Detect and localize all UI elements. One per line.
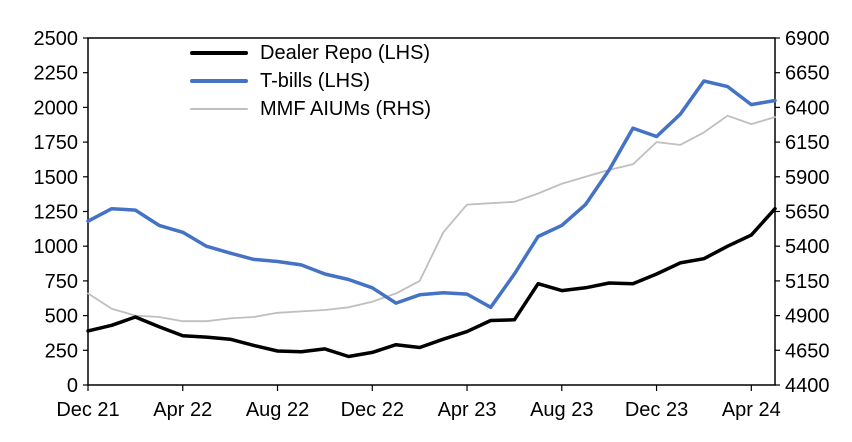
y-axis-left-tick-label: 750 [45, 271, 78, 293]
y-axis-left-tick-label: 0 [67, 375, 78, 397]
x-axis-tick-label: Apr 22 [153, 399, 212, 421]
x-axis-tick-label: Aug 23 [530, 399, 593, 421]
legend-item-t-bills: T-bills (LHS) [190, 70, 431, 92]
chart-legend: Dealer Repo (LHS) T-bills (LHS) MMF AIUM… [190, 42, 431, 120]
plot-border [87, 37, 776, 386]
y-axis-right-tick-label: 6650 [785, 63, 830, 85]
y-axis-right-tick-label: 6150 [785, 132, 830, 154]
x-axis-tick-label: Apr 24 [722, 399, 781, 421]
y-axis-left-tick-label: 500 [45, 306, 78, 328]
legend-item-mmf-aums: MMF AIUMs (RHS) [190, 98, 431, 120]
y-axis-left-tick-label: 1500 [34, 167, 79, 189]
x-axis-tick-label: Aug 22 [246, 399, 309, 421]
legend-item-dealer-repo: Dealer Repo (LHS) [190, 42, 431, 64]
y-axis-right-tick-label: 4650 [785, 340, 830, 362]
y-axis-right-tick-label: 6400 [785, 97, 830, 119]
series-line-mmf-aums [87, 114, 776, 323]
legend-swatch-dealer-repo [190, 51, 248, 55]
x-axis-tick-label: Dec 21 [56, 399, 119, 421]
y-axis-left-tick-label: 2500 [34, 28, 79, 50]
legend-label-dealer-repo: Dealer Repo (LHS) [260, 41, 431, 64]
y-axis-left-tick-label: 1250 [34, 202, 79, 224]
y-axis-right-tick-label: 4400 [785, 375, 830, 397]
y-axis-left-tick-label: 1750 [34, 132, 79, 154]
x-axis-tick-label: Dec 22 [341, 399, 404, 421]
x-axis-tick-label: Dec 23 [625, 399, 688, 421]
legend-label-mmf-aums: MMF AIUMs (RHS) [260, 97, 432, 120]
y-axis-right-tick-label: 5150 [785, 271, 830, 293]
y-axis-right-tick-label: 5650 [785, 202, 830, 224]
y-axis-right-tick-label: 6900 [785, 28, 830, 50]
series-line-dealer-repo [86, 206, 777, 359]
y-axis-right-tick-label: 5900 [785, 167, 830, 189]
y-axis-left-tick-label: 250 [45, 340, 78, 362]
y-axis-left-tick-label: 2000 [34, 97, 79, 119]
y-axis-left-tick-label: 1000 [34, 236, 79, 258]
y-axis-right-tick-label: 4900 [785, 306, 830, 328]
legend-swatch-t-bills [190, 79, 248, 83]
series-line-t-bills [86, 79, 777, 310]
legend-label-t-bills: T-bills (LHS) [260, 69, 371, 92]
legend-swatch-mmf-aums [190, 108, 248, 110]
y-axis-left-tick-label: 2250 [34, 63, 79, 85]
x-axis-tick-label: Apr 23 [438, 399, 497, 421]
y-axis-right-tick-label: 5400 [785, 236, 830, 258]
